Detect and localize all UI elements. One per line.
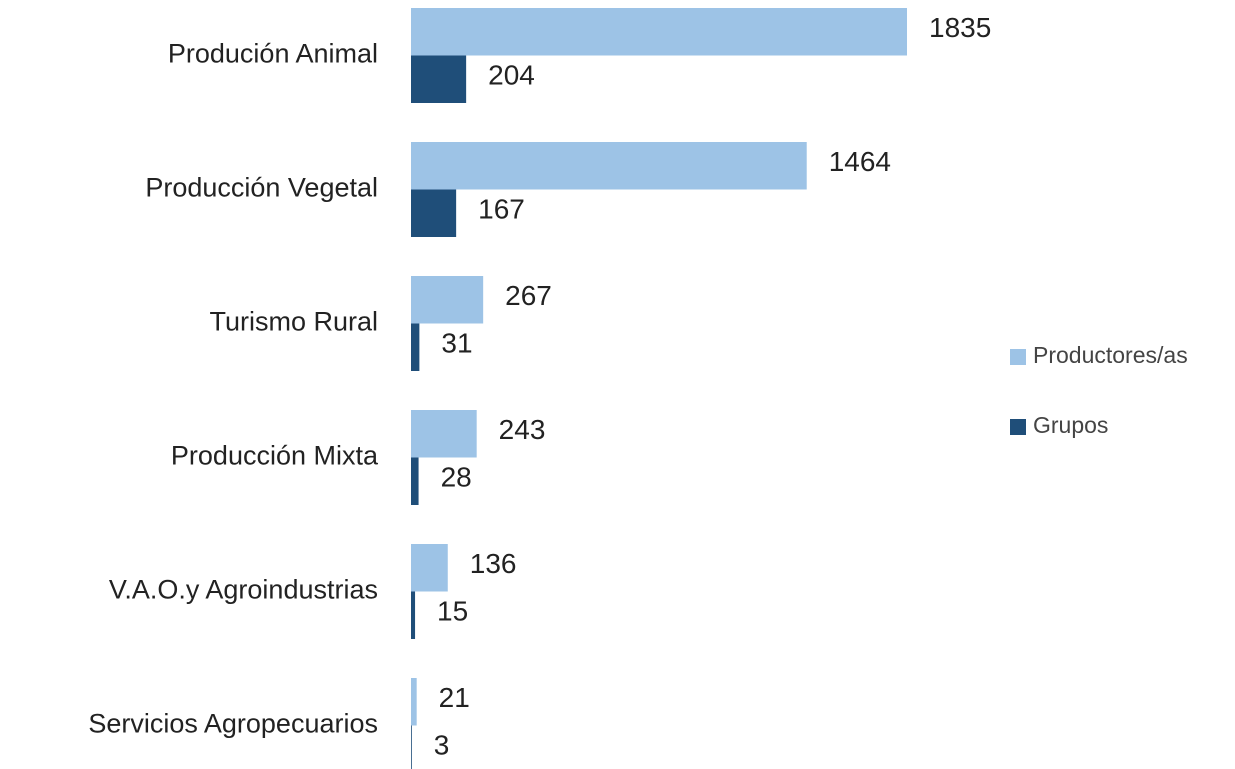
bar (411, 544, 448, 592)
bar (411, 591, 416, 639)
bar (411, 323, 420, 371)
category-label: Producción Vegetal (145, 173, 378, 203)
value-label: 243 (499, 414, 546, 445)
legend-swatch (1010, 419, 1026, 435)
bar (411, 189, 457, 237)
legend-swatch (1010, 349, 1026, 365)
value-label: 28 (441, 462, 472, 493)
category-label: Producción Mixta (171, 441, 379, 471)
category-label: Produción Animal (168, 39, 378, 69)
value-label: 15 (437, 596, 468, 627)
value-label: 267 (505, 280, 552, 311)
bar (411, 725, 412, 769)
category-label: Servicios Agropecuarios (88, 709, 378, 739)
category-label: Turismo Rural (209, 307, 378, 337)
bar (411, 410, 477, 458)
bar (411, 8, 907, 56)
value-label: 21 (439, 682, 470, 713)
value-label: 3 (434, 730, 450, 761)
value-label: 136 (470, 548, 517, 579)
legend-label: Grupos (1033, 412, 1108, 438)
bar (411, 142, 807, 190)
bar (411, 678, 417, 726)
bar (411, 276, 484, 324)
value-label: 1464 (829, 146, 891, 177)
value-label: 31 (441, 328, 472, 359)
legend-label: Productores/as (1033, 342, 1188, 368)
bar (411, 457, 419, 505)
bar (411, 55, 467, 103)
category-label: V.A.O.y Agroindustrias (109, 575, 378, 605)
value-label: 204 (488, 60, 535, 91)
value-label: 1835 (929, 12, 991, 43)
value-label: 167 (478, 194, 525, 225)
